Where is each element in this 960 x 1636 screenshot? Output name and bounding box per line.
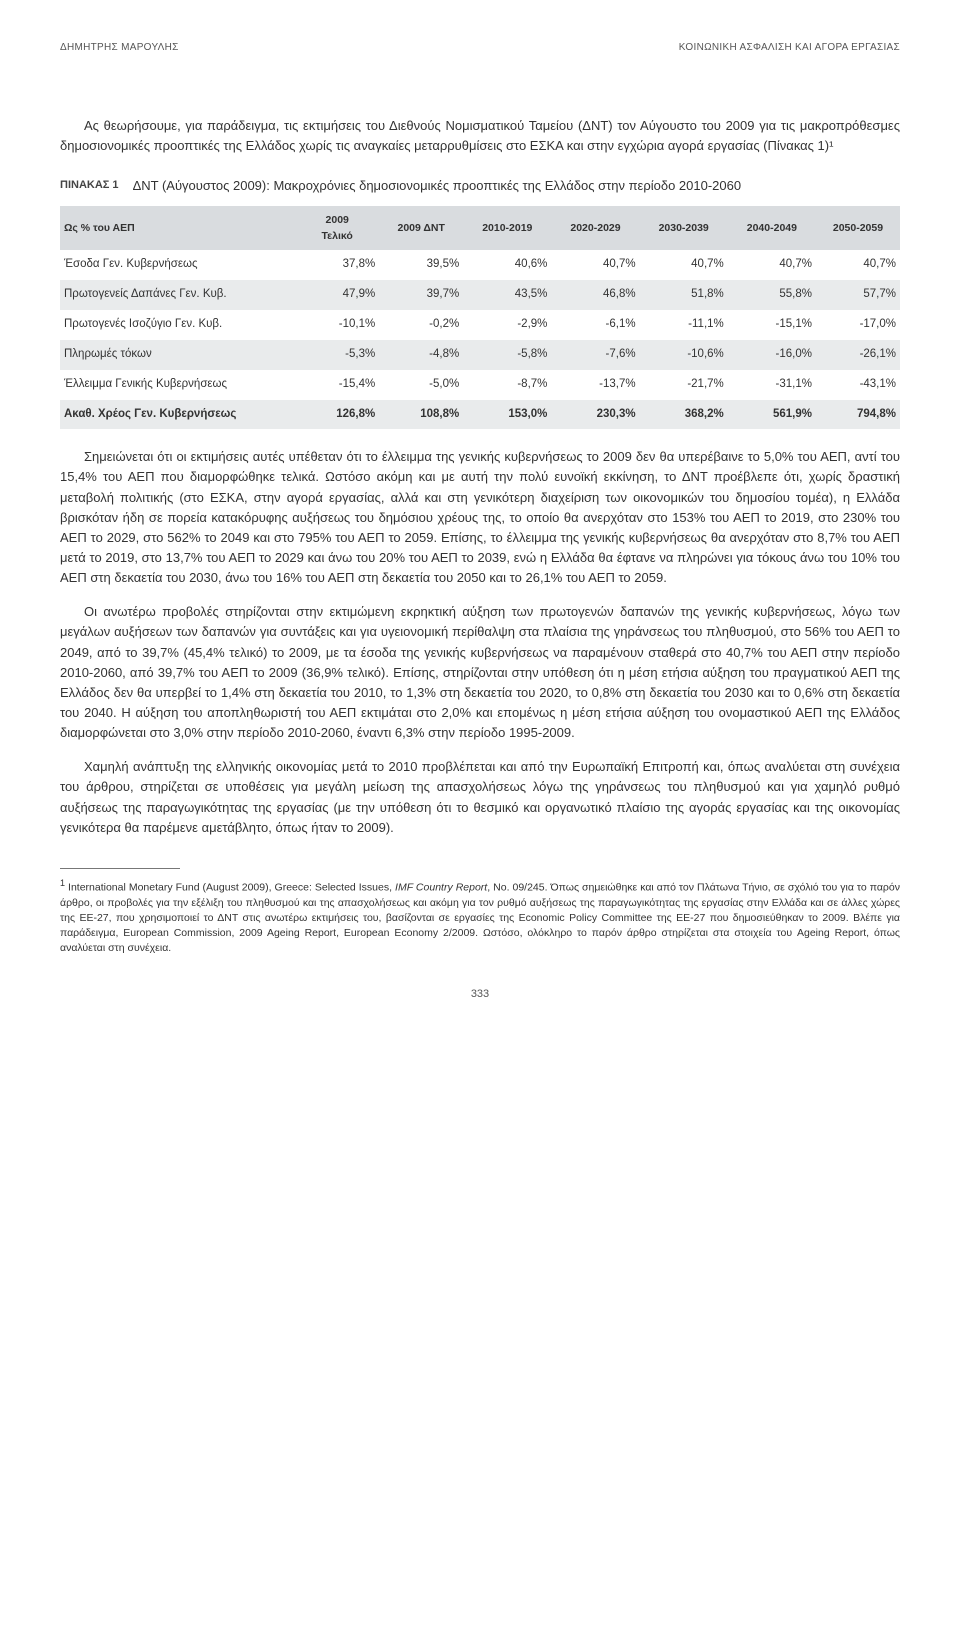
table-cell: 43,5%: [463, 280, 551, 310]
table-cell: -16,0%: [728, 340, 816, 370]
table-cell: -15,4%: [295, 370, 379, 400]
table-cell: 126,8%: [295, 400, 379, 430]
table-cell: -0,2%: [379, 310, 463, 340]
table-header-cell: 2020-2029: [551, 206, 639, 251]
header-right: ΚΟΙΝΩΝΙΚΗ ΑΣΦΑΛΙΣΗ ΚΑΙ ΑΓΟΡΑ ΕΡΓΑΣΙΑΣ: [679, 40, 900, 56]
table-cell: 39,5%: [379, 250, 463, 280]
table-header-cell: 2040-2049: [728, 206, 816, 251]
footnote: 1 International Monetary Fund (August 20…: [60, 877, 900, 957]
table-cell: -5,8%: [463, 340, 551, 370]
table-cell: 51,8%: [640, 280, 728, 310]
table-caption: ΠΙΝΑΚΑΣ 1 ΔΝΤ (Αύγουστος 2009): Μακροχρό…: [60, 176, 900, 196]
table-cell: -10,1%: [295, 310, 379, 340]
page-header: ΔΗΜΗΤΡΗΣ ΜΑΡΟΥΛΗΣ ΚΟΙΝΩΝΙΚΗ ΑΣΦΑΛΙΣΗ ΚΑΙ…: [60, 40, 900, 56]
table-cell: Ακαθ. Χρέος Γεν. Κυβερνήσεως: [60, 400, 295, 430]
table-cell: -11,1%: [640, 310, 728, 340]
table-cell: 561,9%: [728, 400, 816, 430]
table-cell: Πληρωμές τόκων: [60, 340, 295, 370]
table-cell: -43,1%: [816, 370, 900, 400]
table-header-cell: 2009Τελικό: [295, 206, 379, 251]
table-row: Έλλειμμα Γενικής Κυβερνήσεως-15,4%-5,0%-…: [60, 370, 900, 400]
table-cell: -26,1%: [816, 340, 900, 370]
body-paragraph: Οι ανωτέρω προβολές στηρίζονται στην εκτ…: [60, 602, 900, 743]
table-cell: Έλλειμμα Γενικής Κυβερνήσεως: [60, 370, 295, 400]
table-cell: -31,1%: [728, 370, 816, 400]
table-row: Πρωτογενές Ισοζύγιο Γεν. Κυβ.-10,1%-0,2%…: [60, 310, 900, 340]
body-paragraph: Χαμηλή ανάπτυξη της ελληνικής οικονομίας…: [60, 757, 900, 838]
table-header-cell: 2030-2039: [640, 206, 728, 251]
table-header-cell: 2009 ΔΝΤ: [379, 206, 463, 251]
table-cell: 40,7%: [640, 250, 728, 280]
table-cell: 57,7%: [816, 280, 900, 310]
footnote-text-1: International Monetary Fund (August 2009…: [68, 881, 395, 893]
table-cell: 108,8%: [379, 400, 463, 430]
table-cell: -2,9%: [463, 310, 551, 340]
data-table: Ως % του ΑΕΠ2009Τελικό2009 ΔΝΤ2010-20192…: [60, 206, 900, 429]
table-cell: -4,8%: [379, 340, 463, 370]
table-cell: 230,3%: [551, 400, 639, 430]
table-header-cell: 2010-2019: [463, 206, 551, 251]
table-body: Έσοδα Γεν. Κυβερνήσεως37,8%39,5%40,6%40,…: [60, 250, 900, 429]
table-header-row: Ως % του ΑΕΠ2009Τελικό2009 ΔΝΤ2010-20192…: [60, 206, 900, 251]
table-cell: 40,6%: [463, 250, 551, 280]
table-cell: 37,8%: [295, 250, 379, 280]
table-cell: -10,6%: [640, 340, 728, 370]
table-cell: Πρωτογενές Ισοζύγιο Γεν. Κυβ.: [60, 310, 295, 340]
table-cell: 47,9%: [295, 280, 379, 310]
table-row: Πληρωμές τόκων-5,3%-4,8%-5,8%-7,6%-10,6%…: [60, 340, 900, 370]
table-cell: 55,8%: [728, 280, 816, 310]
table-cell: 40,7%: [551, 250, 639, 280]
table-cell: 39,7%: [379, 280, 463, 310]
table-row: Πρωτογενείς Δαπάνες Γεν. Κυβ.47,9%39,7%4…: [60, 280, 900, 310]
intro-paragraph: Ας θεωρήσουμε, για παράδειγμα, τις εκτιμ…: [60, 116, 900, 156]
footnote-marker: 1: [60, 878, 65, 888]
table-cell: 368,2%: [640, 400, 728, 430]
table-row: Έσοδα Γεν. Κυβερνήσεως37,8%39,5%40,6%40,…: [60, 250, 900, 280]
table-cell: 40,7%: [728, 250, 816, 280]
header-left: ΔΗΜΗΤΡΗΣ ΜΑΡΟΥΛΗΣ: [60, 40, 179, 56]
table-cell: 794,8%: [816, 400, 900, 430]
table-cell: -6,1%: [551, 310, 639, 340]
table-cell: -7,6%: [551, 340, 639, 370]
table-cell: -21,7%: [640, 370, 728, 400]
table-header-cell: 2050-2059: [816, 206, 900, 251]
table-cell: -5,3%: [295, 340, 379, 370]
footnote-separator: [60, 868, 180, 869]
table-cell: -15,1%: [728, 310, 816, 340]
table-header-cell: Ως % του ΑΕΠ: [60, 206, 295, 251]
table-cell: -5,0%: [379, 370, 463, 400]
body-paragraph: Σημειώνεται ότι οι εκτιμήσεις αυτές υπέθ…: [60, 447, 900, 588]
table-cell: -8,7%: [463, 370, 551, 400]
table-cell: 40,7%: [816, 250, 900, 280]
table-cell: -13,7%: [551, 370, 639, 400]
table-row: Ακαθ. Χρέος Γεν. Κυβερνήσεως126,8%108,8%…: [60, 400, 900, 430]
table-cell: 46,8%: [551, 280, 639, 310]
table-cell: Πρωτογενείς Δαπάνες Γεν. Κυβ.: [60, 280, 295, 310]
table-cell: -17,0%: [816, 310, 900, 340]
table-title: ΔΝΤ (Αύγουστος 2009): Μακροχρόνιες δημοσ…: [133, 176, 742, 196]
table-cell: 153,0%: [463, 400, 551, 430]
footnote-italic: IMF Country Report: [395, 881, 487, 893]
table-label: ΠΙΝΑΚΑΣ 1: [60, 176, 119, 194]
table-cell: Έσοδα Γεν. Κυβερνήσεως: [60, 250, 295, 280]
page-number: 333: [60, 986, 900, 1003]
